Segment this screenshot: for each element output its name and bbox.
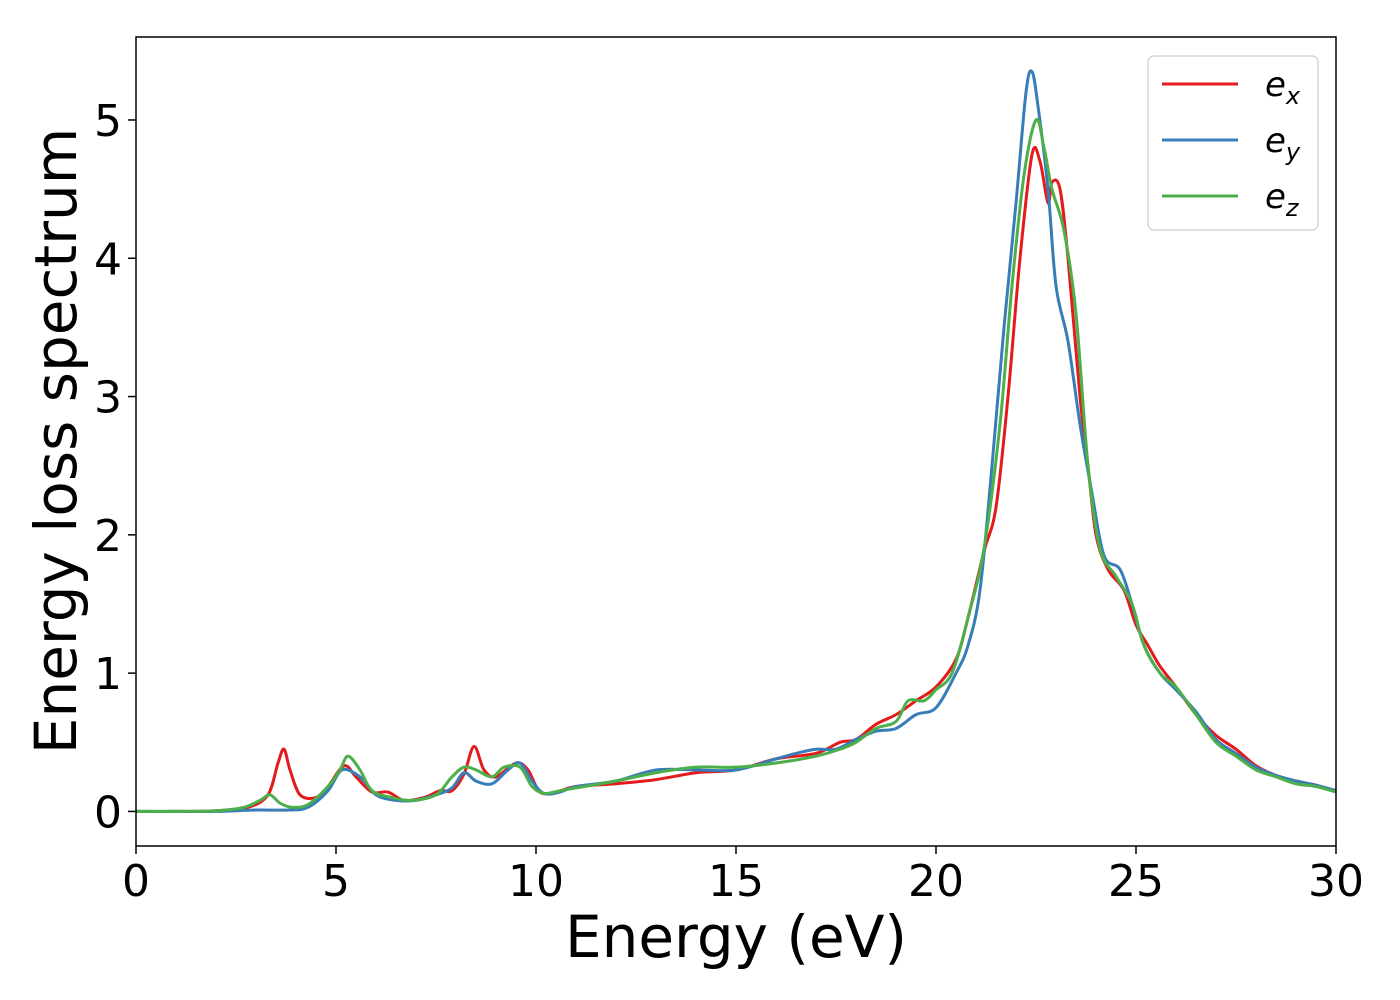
x-tick-label: 30 — [1308, 856, 1364, 907]
legend-label-e-z: ez — [1265, 177, 1300, 222]
x-tick-label: 25 — [1108, 856, 1164, 907]
x-tick-label: 5 — [322, 856, 350, 907]
legend-label-e-y: ey — [1265, 121, 1301, 166]
x-tick-label: 20 — [908, 856, 964, 907]
y-tick-label: 4 — [94, 234, 122, 285]
y-tick-label: 0 — [94, 787, 122, 838]
y-tick-label: 5 — [94, 96, 122, 147]
x-axis-title: Energy (eV) — [565, 903, 907, 971]
x-tick-label: 10 — [508, 856, 564, 907]
series-line-e-z — [136, 117, 1336, 813]
x-tick-label: 0 — [122, 856, 150, 907]
series-layer — [136, 69, 1336, 814]
legend: ex ey ez — [1147, 55, 1319, 231]
y-tick-label: 2 — [94, 511, 122, 562]
y-axis-title: Energy loss spectrum — [22, 128, 90, 754]
y-tick-label: 3 — [94, 373, 122, 424]
y-tick-label: 1 — [94, 649, 122, 700]
legend-box — [1147, 55, 1319, 231]
x-tick-label: 15 — [708, 856, 764, 907]
x-axis-ticks: 0 5 10 15 20 25 30 — [122, 846, 1364, 907]
y-axis-ticks: 0 1 2 3 4 5 — [94, 96, 136, 838]
legend-label-e-x: ex — [1265, 65, 1301, 110]
